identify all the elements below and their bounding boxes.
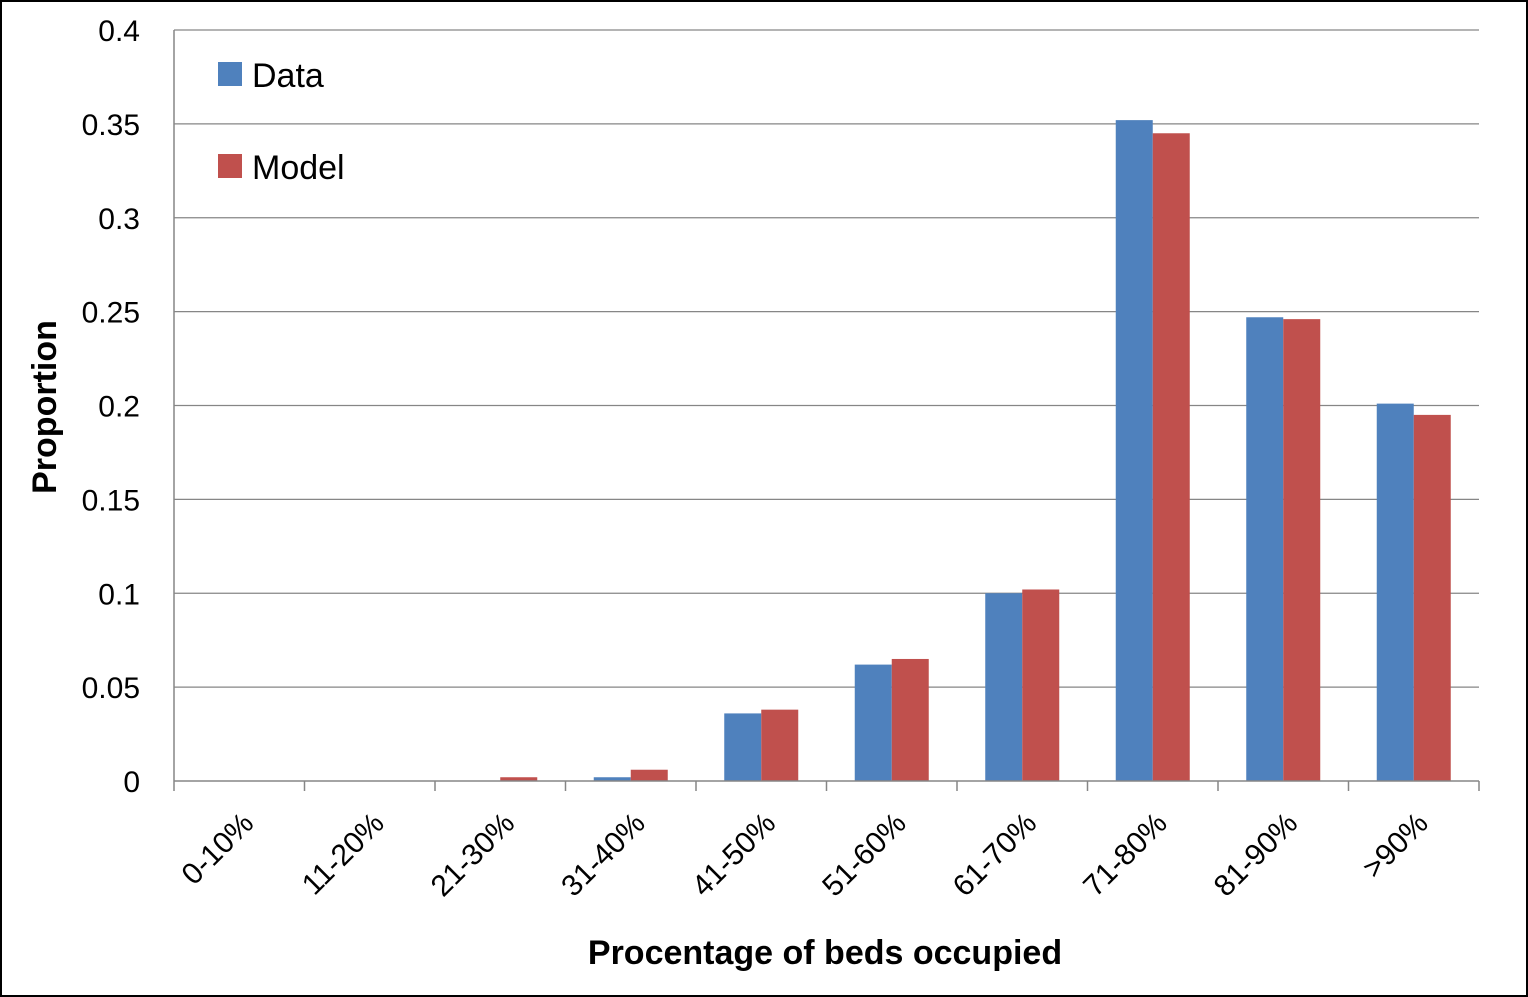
y-tick-labels: 0 0.05 0.1 0.15 0.2 0.25 0.3 0.35 0.4: [82, 15, 140, 799]
x-tick-labels: 0-10% 11-20% 21-30% 31-40% 41-50% 51-60% 61-70…: [176, 807, 1435, 903]
y-tick-label: 0.25: [82, 297, 140, 330]
bar-data-9: [1246, 317, 1284, 781]
y-tick-label: 0.05: [82, 672, 140, 705]
bar-model-6: [891, 658, 929, 781]
legend-swatch-data: [218, 62, 242, 86]
y-tick-label: 0.3: [98, 203, 140, 236]
bar-model-9: [1283, 319, 1321, 781]
y-tick-label: 0.4: [98, 15, 140, 48]
gridlines: [174, 29, 1479, 688]
x-tick-label: 61-70%: [947, 807, 1043, 903]
x-tick-label: 21-30%: [425, 807, 521, 903]
x-tick-label: 0-10%: [176, 807, 261, 892]
legend-label-model: Model: [252, 149, 345, 187]
bar-model-3: [500, 777, 538, 781]
bar-model-7: [1022, 589, 1060, 781]
y-tick-label: 0.35: [82, 109, 140, 142]
y-tick-label: 0: [123, 766, 140, 799]
x-tick-label: 81-90%: [1208, 807, 1304, 903]
x-axis-title: Procentage of beds occupied: [588, 934, 1062, 972]
x-tick-label: 41-50%: [686, 807, 782, 903]
x-tick-label: 71-80%: [1077, 807, 1173, 903]
x-tick-label: 11-20%: [296, 807, 391, 902]
bar-model-4: [630, 769, 668, 781]
y-tick-label: 0.2: [98, 391, 140, 424]
y-tick-label: 0.15: [82, 484, 140, 517]
bars: [500, 120, 1451, 782]
bar-data-8: [1115, 120, 1153, 782]
legend-label-data: Data: [252, 57, 324, 95]
bar-model-10: [1413, 414, 1451, 781]
bar-data-6: [854, 664, 892, 781]
x-tick-label: 51-60%: [816, 807, 912, 903]
axes: [173, 30, 1480, 791]
bar-data-5: [724, 713, 762, 781]
bar-model-5: [761, 709, 799, 781]
y-tick-label: 0.1: [98, 578, 140, 611]
bar-data-4: [593, 777, 631, 781]
x-tick-label: >90%: [1357, 807, 1435, 885]
x-tick-label: 31-40%: [555, 807, 651, 903]
y-axis-title: Proportion: [26, 320, 64, 494]
bar-data-7: [985, 593, 1023, 781]
legend: Data Model: [218, 57, 345, 187]
legend-swatch-model: [218, 154, 242, 178]
bar-model-8: [1152, 133, 1190, 781]
bar-data-10: [1376, 403, 1414, 781]
